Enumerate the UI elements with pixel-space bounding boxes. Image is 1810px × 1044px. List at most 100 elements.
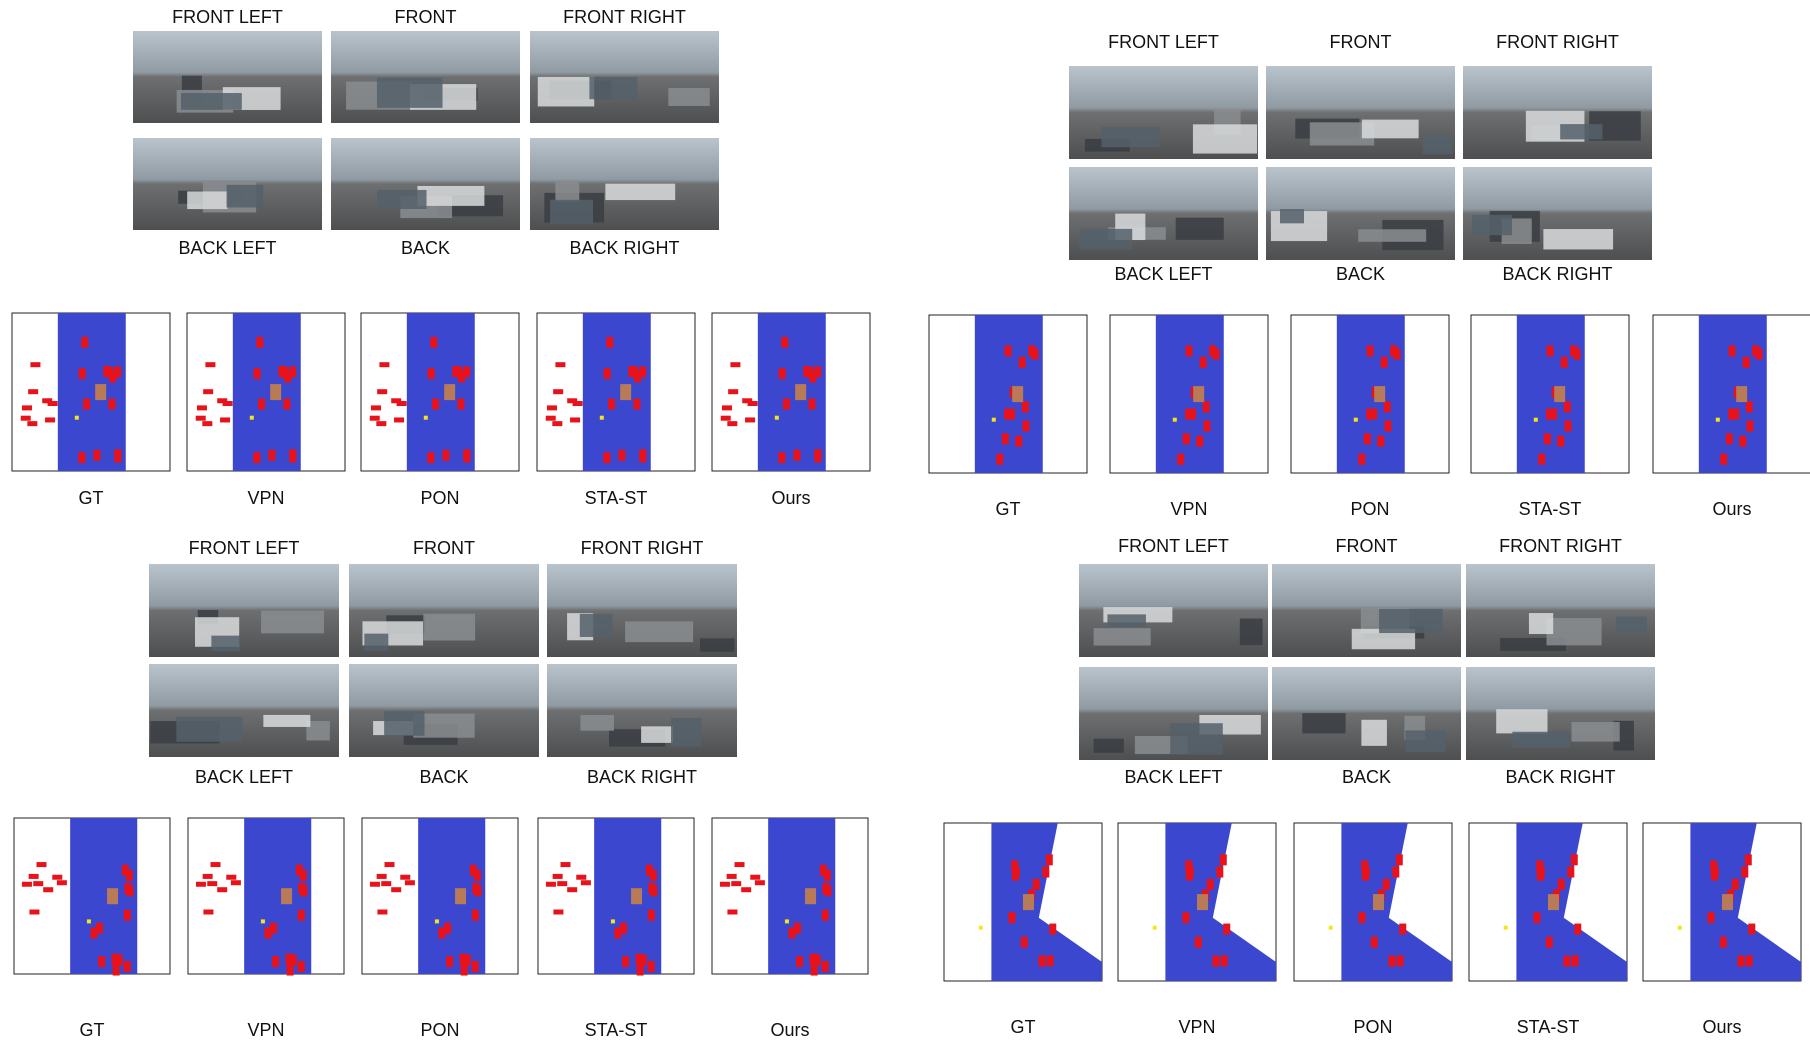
car	[57, 880, 67, 885]
car	[300, 885, 307, 896]
car	[472, 961, 479, 972]
car	[1004, 409, 1011, 420]
car	[1384, 421, 1391, 432]
car	[463, 366, 470, 377]
car	[22, 882, 32, 887]
car	[779, 368, 786, 379]
truck	[1374, 386, 1385, 402]
car	[720, 882, 730, 887]
image-object	[1170, 723, 1222, 754]
method-label: PON	[1353, 1017, 1392, 1037]
car	[96, 923, 103, 934]
image-object	[211, 636, 240, 651]
camera-label: FRONT RIGHT	[1496, 32, 1619, 52]
camera-image	[1466, 667, 1655, 760]
car	[603, 452, 610, 463]
car	[648, 910, 655, 921]
car	[113, 965, 120, 976]
car	[727, 421, 737, 426]
image-object	[1529, 613, 1553, 634]
car	[370, 416, 380, 421]
camera-image	[530, 31, 719, 123]
bev-map	[1653, 315, 1810, 473]
car	[567, 887, 577, 892]
camera-image	[1266, 66, 1455, 159]
car	[1567, 867, 1574, 878]
camera-image	[1463, 167, 1652, 260]
image-object	[423, 614, 475, 641]
car	[1019, 357, 1026, 368]
image-object	[1302, 713, 1345, 733]
image-object	[671, 718, 701, 746]
car	[735, 862, 745, 867]
image-object	[700, 638, 734, 651]
car	[385, 862, 395, 867]
car	[1358, 454, 1365, 465]
car	[553, 909, 563, 914]
camera-label: FRONT	[1330, 32, 1392, 52]
car	[1755, 349, 1762, 360]
car	[1396, 854, 1403, 865]
car	[1212, 349, 1219, 360]
car	[289, 366, 296, 377]
camera-image	[133, 31, 322, 123]
image-object	[364, 634, 388, 651]
camera-label: BACK	[1336, 264, 1385, 284]
car	[1538, 454, 1545, 465]
car	[822, 910, 829, 921]
truck	[620, 384, 631, 400]
car	[1384, 401, 1391, 412]
bev-map	[1469, 823, 1627, 981]
car	[796, 956, 803, 967]
truck	[1023, 894, 1034, 910]
image-object	[1616, 617, 1647, 633]
image-object	[187, 191, 227, 209]
image-object	[555, 181, 579, 201]
car	[1042, 867, 1049, 878]
image-object	[417, 186, 484, 206]
image-object	[1560, 124, 1602, 139]
image-object	[550, 200, 593, 224]
camera-label: FRONT LEFT	[172, 7, 283, 27]
method-label: PON	[420, 1020, 459, 1040]
car	[1186, 345, 1193, 356]
image-object	[1094, 628, 1151, 645]
car	[581, 880, 591, 885]
pedestrian	[261, 919, 265, 923]
image-object	[1240, 619, 1263, 646]
car	[1707, 912, 1714, 923]
image-object	[181, 93, 242, 110]
car	[377, 389, 387, 394]
image-object	[1361, 720, 1387, 746]
car	[1397, 955, 1404, 966]
car	[112, 954, 119, 965]
car	[27, 421, 37, 426]
car	[608, 399, 615, 410]
car	[205, 362, 215, 367]
car	[553, 874, 563, 879]
camera-label: BACK	[419, 767, 468, 787]
car	[1557, 436, 1564, 447]
bev-map	[14, 818, 170, 976]
camera-label: BACK LEFT	[195, 767, 293, 787]
image-object	[580, 715, 614, 731]
car	[217, 887, 227, 892]
bev-map	[1643, 823, 1801, 981]
car	[1203, 421, 1210, 432]
pedestrian	[1153, 926, 1157, 930]
car	[397, 401, 407, 406]
image-object	[1543, 229, 1613, 249]
image-object	[625, 621, 693, 642]
car	[1022, 401, 1029, 412]
car	[648, 961, 655, 972]
method-label: Ours	[1712, 499, 1751, 519]
camera-label: FRONT	[413, 538, 475, 558]
camera-label: FRONT LEFT	[1118, 536, 1229, 556]
image-object	[261, 611, 324, 634]
car	[553, 389, 563, 394]
car	[286, 954, 293, 965]
car	[547, 405, 557, 410]
bev-map	[538, 818, 694, 976]
car	[106, 367, 113, 378]
car	[108, 399, 115, 410]
